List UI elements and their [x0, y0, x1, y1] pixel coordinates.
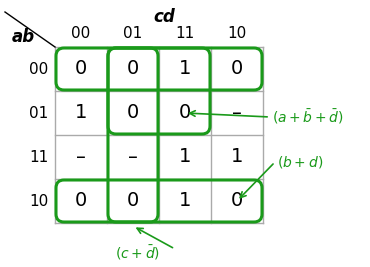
Text: 00: 00 [29, 61, 48, 77]
Text: cd: cd [153, 8, 175, 26]
Text: 0: 0 [231, 191, 243, 210]
Text: 0: 0 [179, 104, 191, 123]
Text: –: – [128, 147, 138, 167]
Text: 1: 1 [179, 191, 191, 210]
Text: 0: 0 [127, 60, 139, 78]
Text: 0: 0 [127, 191, 139, 210]
Text: $(a+\bar{b}+\bar{d})$: $(a+\bar{b}+\bar{d})$ [272, 108, 344, 126]
Text: 1: 1 [179, 60, 191, 78]
Text: 10: 10 [29, 194, 48, 209]
Text: 1: 1 [179, 147, 191, 167]
Text: 11: 11 [175, 26, 195, 41]
Text: 10: 10 [228, 26, 247, 41]
Text: $(c+\bar{d})$: $(c+\bar{d})$ [115, 244, 160, 262]
Text: 00: 00 [71, 26, 91, 41]
Text: 1: 1 [231, 147, 243, 167]
Text: 0: 0 [231, 60, 243, 78]
Text: $(b+d)$: $(b+d)$ [277, 154, 323, 170]
Text: 01: 01 [29, 105, 48, 120]
Text: 1: 1 [75, 104, 87, 123]
Text: 11: 11 [29, 150, 48, 164]
Text: 0: 0 [75, 60, 87, 78]
Text: 0: 0 [75, 191, 87, 210]
Text: –: – [76, 147, 86, 167]
Text: ab: ab [11, 28, 34, 46]
Text: –: – [232, 104, 242, 123]
Text: 01: 01 [123, 26, 142, 41]
Text: 0: 0 [127, 104, 139, 123]
